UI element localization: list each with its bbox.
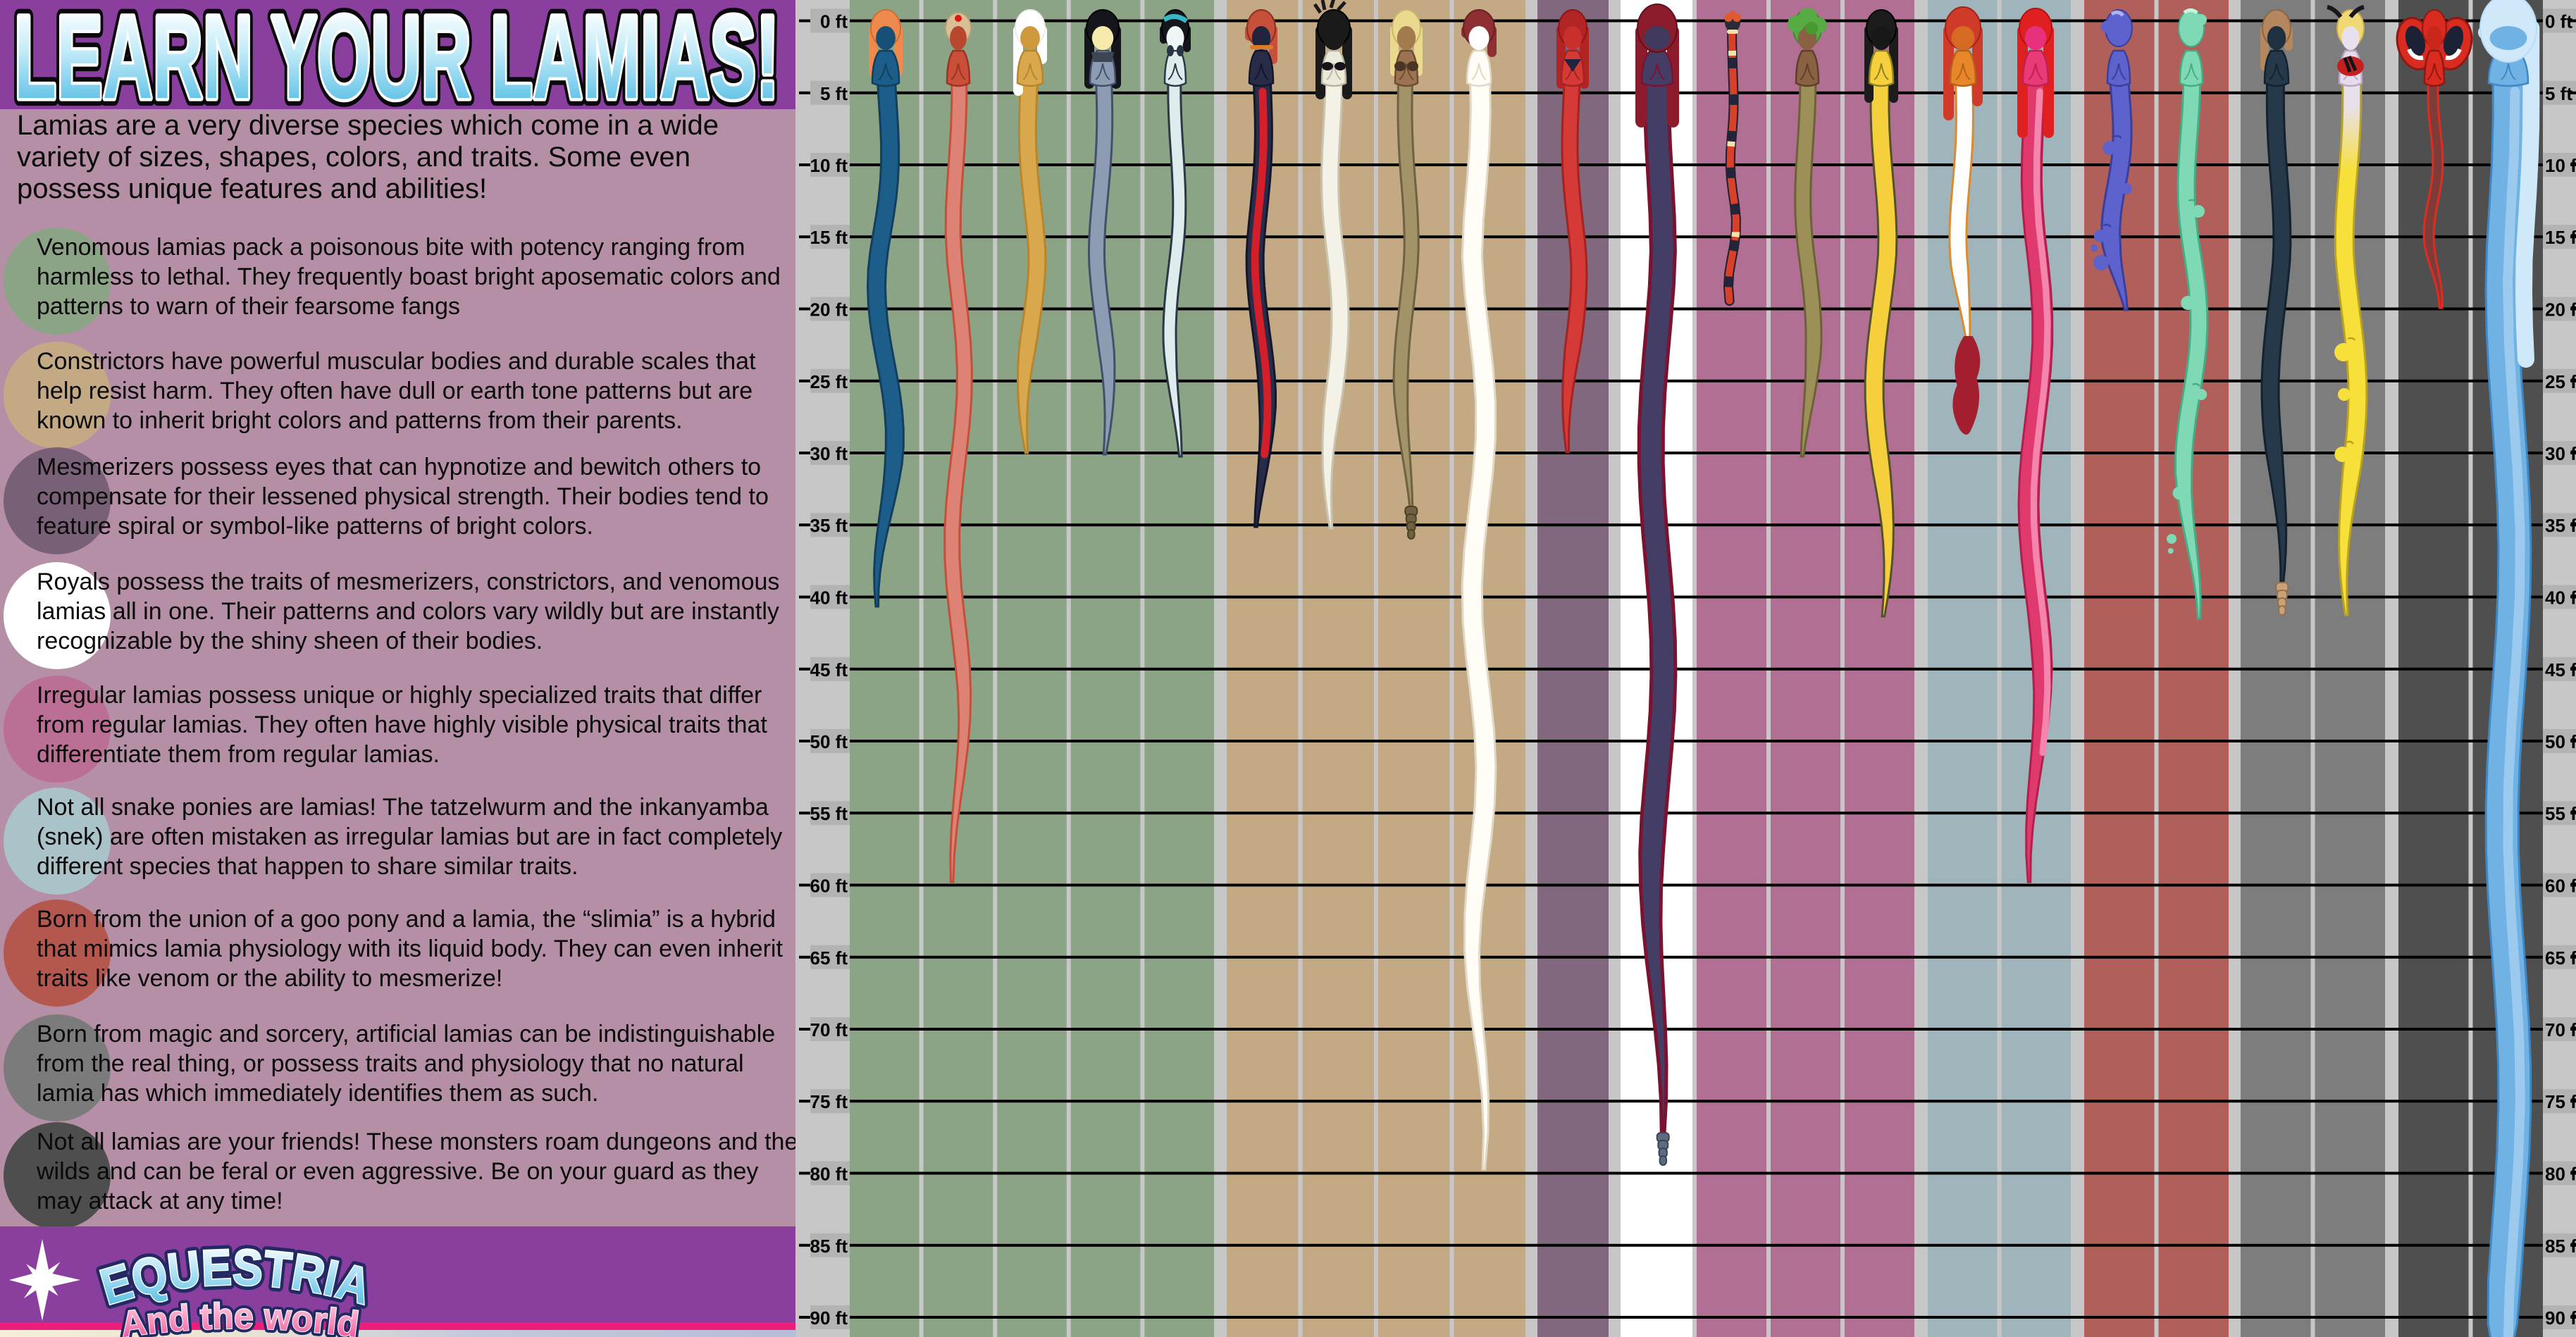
svg-text:65 ft: 65 ft (810, 947, 848, 969)
svg-text:60 ft: 60 ft (810, 876, 848, 897)
svg-text:10 ft: 10 ft (810, 155, 848, 176)
svg-text:LEARN YOUR LAMIAS!: LEARN YOUR LAMIAS! (14, 0, 779, 123)
svg-text:90 ft: 90 ft (810, 1307, 848, 1329)
svg-text:70 ft: 70 ft (810, 1019, 848, 1040)
svg-text:LEARN YOUR LAMIAS!: LEARN YOUR LAMIAS! (14, 0, 779, 123)
svg-text:85 ft: 85 ft (810, 1236, 848, 1257)
svg-text:5 ft: 5 ft (820, 83, 848, 104)
svg-text:15 ft: 15 ft (810, 227, 848, 248)
svg-text:And the world: And the world (118, 1296, 361, 1337)
svg-text:75 ft: 75 ft (810, 1091, 848, 1112)
svg-text:55 ft: 55 ft (810, 803, 848, 824)
svg-text:0 ft: 0 ft (820, 11, 848, 32)
svg-text:50 ft: 50 ft (810, 731, 848, 752)
svg-text:30 ft: 30 ft (810, 443, 848, 464)
svg-text:80 ft: 80 ft (810, 1164, 848, 1185)
svg-text:20 ft: 20 ft (810, 299, 848, 321)
svg-text:25 ft: 25 ft (810, 371, 848, 392)
svg-text:45 ft: 45 ft (810, 659, 848, 680)
svg-text:5 ft: 5 ft (2545, 83, 2572, 104)
svg-text:40 ft: 40 ft (810, 587, 848, 609)
svg-text:35 ft: 35 ft (810, 515, 848, 536)
svg-text:0 ft: 0 ft (2545, 11, 2572, 32)
